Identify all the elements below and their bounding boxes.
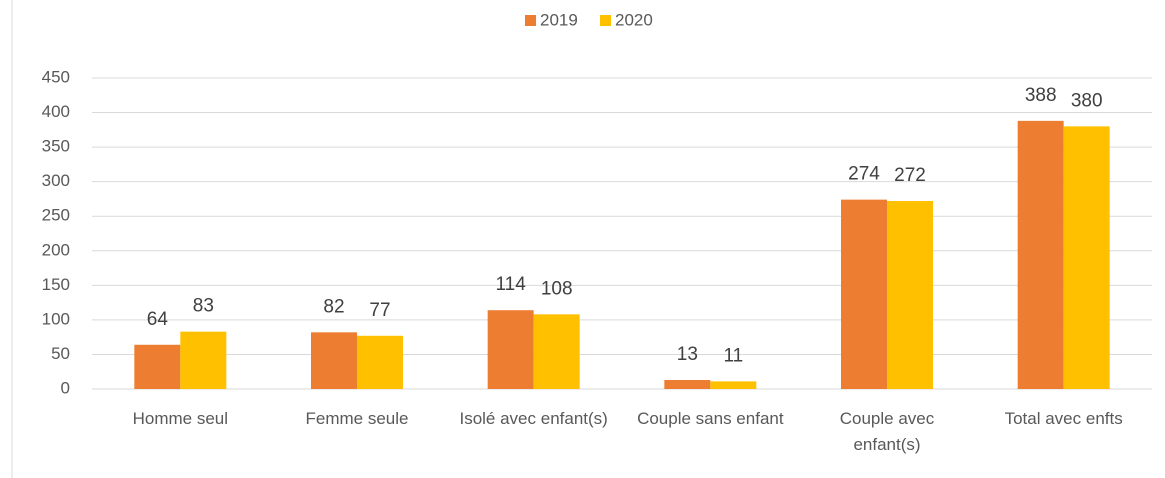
y-tick-label: 50 [51,344,70,363]
x-tick-label: Couple sans enfant [637,409,784,428]
bar [887,201,933,389]
y-tick-label: 300 [42,171,70,190]
data-label: 388 [1025,85,1057,106]
data-label: 114 [496,274,527,295]
y-tick-label: 150 [42,275,70,294]
data-label: 274 [848,164,880,185]
y-tick-label: 400 [42,102,70,121]
data-label: 272 [894,165,926,186]
bar [664,380,711,389]
legend-swatch [600,15,611,26]
bar [1017,120,1064,390]
legend-label: 2020 [615,10,653,29]
legend-swatch [525,15,536,26]
data-label: 13 [677,344,698,365]
data-label: 64 [147,309,169,330]
x-tick-label: Total avec enfts [1004,409,1123,428]
y-tick-label: 350 [42,137,70,156]
data-label: 11 [723,345,743,366]
bar [311,332,357,389]
x-tick-label: Isolé avec enfant(s) [459,409,608,428]
x-tick-label: Femme seule [305,409,409,428]
bar [1063,126,1110,389]
bar [710,381,757,389]
bar [487,310,534,389]
y-tick-label: 100 [42,309,70,328]
data-label: 108 [541,278,573,299]
x-tick-label: Homme seul [132,409,229,428]
bar [533,314,580,389]
bar [841,199,887,389]
data-label: 380 [1071,90,1103,111]
bar [180,331,227,389]
bar [357,335,403,389]
y-tick-label: 0 [61,378,70,397]
y-tick-label: 450 [42,67,70,86]
legend-label: 2019 [540,10,578,29]
bar [134,344,181,389]
data-label: 83 [193,296,214,317]
data-label: 77 [369,300,390,321]
x-tick-label: Couple avec enfant(s) [839,409,935,454]
data-label: 82 [323,296,344,317]
y-tick-label: 250 [42,206,70,225]
y-tick-label: 200 [42,240,70,259]
